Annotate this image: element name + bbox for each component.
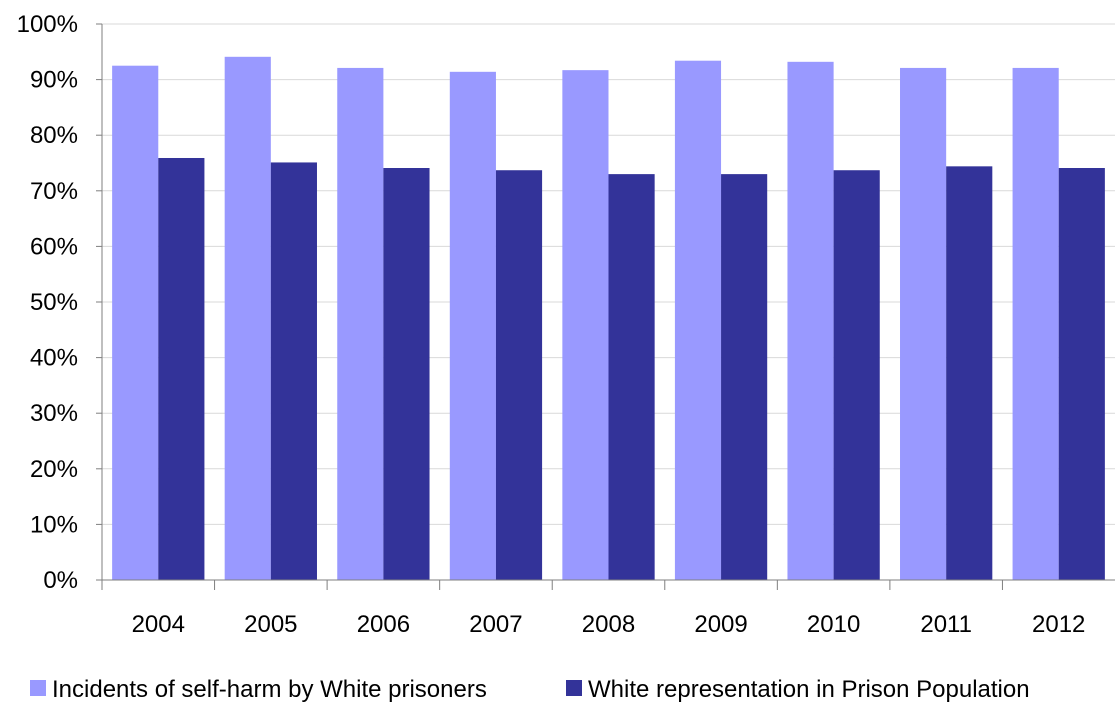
y-tick-label: 40% [30, 345, 78, 372]
y-tick-labels: 0% 10% 20% 30% 40% 50% 60% 70% 80% 90% 100% [17, 11, 78, 594]
bar-self-harm-2007 [449, 71, 496, 580]
bar-self-harm-2005 [224, 56, 271, 580]
bar-population-2011 [946, 166, 993, 580]
bar-self-harm-2012 [1012, 67, 1059, 580]
axes [96, 23, 1115, 590]
y-tick-label: 0% [43, 567, 78, 594]
y-tick-label: 80% [30, 122, 78, 149]
bar-population-2010 [833, 170, 880, 580]
bar-population-2008 [608, 174, 655, 580]
legend-label-self-harm: Incidents of self-harm by White prisoner… [52, 676, 487, 703]
x-tick-label: 2004 [132, 611, 185, 638]
bar-self-harm-2004 [112, 65, 159, 580]
y-tick-label: 10% [30, 511, 78, 538]
x-tick-label: 2011 [920, 611, 972, 638]
legend-swatch-self-harm [30, 680, 46, 696]
legend-label-population: White representation in Prison Populatio… [588, 676, 1030, 703]
x-tick-label: 2007 [469, 611, 522, 638]
x-tick-labels: 2004 2005 2006 2007 2008 2009 2010 2011 2012 [132, 611, 1086, 638]
y-tick-label: 90% [30, 67, 78, 94]
x-tick-label: 2008 [582, 611, 635, 638]
bar-population-2009 [721, 174, 768, 580]
bars [112, 56, 1105, 581]
x-tick-label: 2012 [1032, 611, 1085, 638]
bar-self-harm-2008 [562, 70, 609, 580]
x-tick-label: 2005 [244, 611, 297, 638]
bar-self-harm-2011 [900, 67, 947, 580]
y-tick-label: 50% [30, 289, 78, 316]
x-tick-label: 2010 [807, 611, 860, 638]
bar-population-2012 [1058, 168, 1105, 580]
y-tick-label: 20% [30, 456, 78, 483]
legend-swatch-population [566, 680, 582, 696]
legend: Incidents of self-harm by White prisoner… [30, 676, 1030, 703]
bar-population-2006 [383, 168, 430, 580]
bar-population-2005 [270, 162, 317, 580]
bar-population-2004 [158, 157, 205, 580]
y-tick-label: 30% [30, 400, 78, 427]
y-tick-label: 70% [30, 178, 78, 205]
bar-self-harm-2009 [674, 60, 722, 581]
x-tick-label: 2006 [357, 611, 410, 638]
y-tick-label: 100% [17, 11, 78, 38]
bar-self-harm-2006 [337, 67, 384, 580]
y-tick-label: 60% [30, 233, 78, 260]
bar-self-harm-2010 [787, 61, 834, 581]
bar-population-2007 [495, 170, 543, 580]
x-tick-label: 2009 [694, 611, 747, 638]
